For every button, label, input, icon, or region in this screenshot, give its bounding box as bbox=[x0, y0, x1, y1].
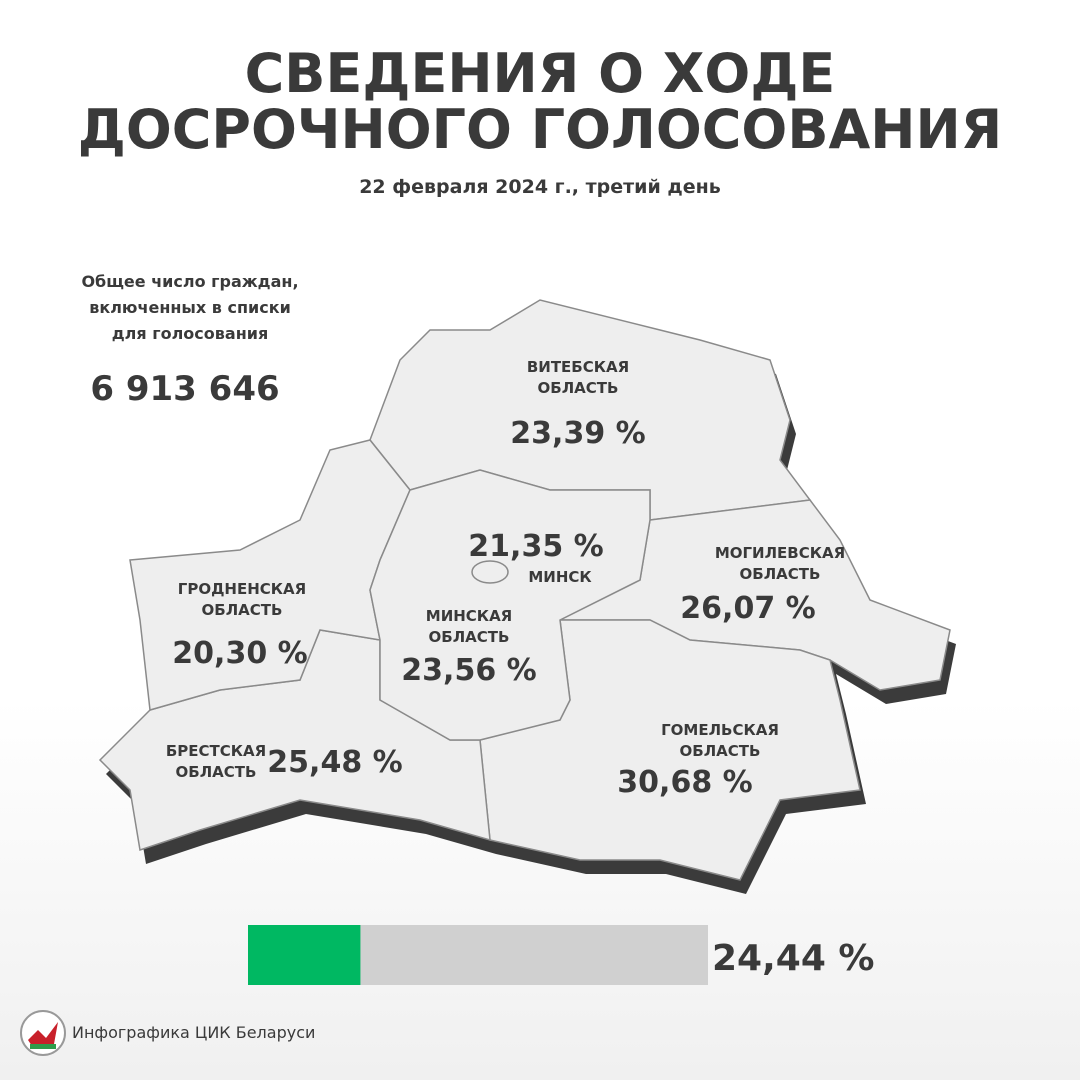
title: СВЕДЕНИЯ О ХОДЕ bbox=[245, 42, 836, 105]
region-percent: 26,07 % bbox=[680, 591, 815, 626]
subtitle: 22 февраля 2024 г., третий день bbox=[359, 176, 721, 198]
region-name: ГОМЕЛЬСКАЯ bbox=[661, 721, 779, 739]
region-name: ОБЛАСТЬ bbox=[176, 763, 257, 781]
map bbox=[98, 299, 956, 894]
total-label: Общее число граждан, bbox=[81, 272, 298, 291]
region-percent: 23,39 % bbox=[510, 416, 645, 451]
minsk-region bbox=[369, 469, 651, 741]
region-name: ОБЛАСТЬ bbox=[538, 379, 619, 397]
total-label: для голосования bbox=[112, 324, 268, 343]
progress-fill bbox=[248, 925, 361, 985]
region-name: МИНСКАЯ bbox=[426, 607, 512, 625]
total-value: 6 913 646 bbox=[90, 369, 279, 409]
region-name: МИНСК bbox=[528, 568, 592, 586]
region-percent: 25,48 % bbox=[267, 745, 402, 780]
region-name: ГРОДНЕНСКАЯ bbox=[178, 580, 306, 598]
region-name: ОБЛАСТЬ bbox=[429, 628, 510, 646]
region-name: ОБЛАСТЬ bbox=[740, 565, 821, 583]
region-percent: 21,35 % bbox=[468, 529, 603, 564]
region-percent: 23,56 % bbox=[401, 653, 536, 688]
progress-label: 24,44 % bbox=[712, 938, 874, 979]
minsk-city bbox=[471, 560, 509, 584]
region-name: ВИТЕБСКАЯ bbox=[527, 358, 629, 376]
region-percent: 30,68 % bbox=[617, 765, 752, 800]
total-label: включенных в списки bbox=[89, 298, 291, 317]
region-name: ОБЛАСТЬ bbox=[202, 601, 283, 619]
title: ДОСРОЧНОГО ГОЛОСОВАНИЯ bbox=[78, 98, 1003, 161]
region-name: ОБЛАСТЬ bbox=[680, 742, 761, 760]
region-name: БРЕСТСКАЯ bbox=[166, 742, 266, 760]
footer: Инфографика ЦИК Беларуси bbox=[72, 1023, 315, 1042]
region-percent: 20,30 % bbox=[172, 636, 307, 671]
logo bbox=[20, 1010, 66, 1056]
region-name: МОГИЛЕВСКАЯ bbox=[715, 544, 845, 562]
